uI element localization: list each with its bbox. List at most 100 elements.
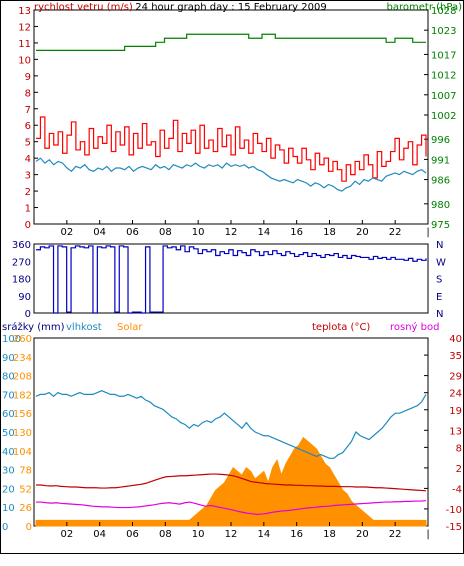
solar-tick-label: 208 [13,372,32,383]
temp-tick-label: 35 [449,351,462,362]
temp-tick-label: -15 [446,522,462,533]
left-tick-label: 0 [25,220,31,231]
series-rychlost-vetru-prumer [35,157,427,192]
dir-tick-label: 0 [25,309,31,320]
x-tick-label: 06 [126,227,139,238]
x-tick-end: | [426,529,429,540]
solar-tick-label: 52 [19,484,32,495]
right-tick-label: 996 [431,135,450,146]
dir-right-tick-label: N [436,309,443,320]
left-tick-label: 5 [25,138,31,149]
x-tick-label: 16 [290,227,303,238]
humidity-tick-label: 70 [2,390,15,401]
solar-tick-label: 182 [13,390,32,401]
dir-right-tick-label: E [436,292,442,303]
right-tick-label: 1017 [431,50,456,61]
x-tick-label: 08 [159,529,172,540]
left-tick-label: 13 [18,6,31,17]
humidity-tick-label: 90 [2,353,15,364]
solar-tick-label: 104 [13,447,32,458]
legend-3: teplota (°C) [312,322,370,333]
solar-area [35,436,427,527]
x-tick-label: 10 [192,529,205,540]
x-tick-label: 12 [225,227,238,238]
humidity-tick-label: 60 [2,409,15,420]
x-tick-label: 14 [257,227,270,238]
left-tick-label: 1 [25,204,31,215]
left-tick-label: 10 [18,55,31,66]
series-teplota [36,473,427,492]
x-tick-label: 10 [192,227,205,238]
x-tick-label: 16 [290,529,303,540]
solar-tick-label: 0 [26,522,32,533]
left-axis-title: rychlost vetru (m/s) [34,2,133,13]
legend-0: srážky (mm) [2,321,65,333]
legend-4: rosný bod [390,321,439,333]
series-vlhkost [35,389,427,459]
temp-tick-label: -4 [452,484,462,495]
dir-tick-label: 180 [12,275,31,286]
x-tick-label: 22 [389,529,402,540]
right-tick-label: 1007 [431,91,456,102]
right-tick-label: 1012 [431,71,456,82]
left-tick-label: 2 [25,187,31,198]
left-tick-label: 7 [25,105,31,116]
x-tick-end: | [426,227,429,238]
right-tick-label: 991 [431,155,450,166]
temp-tick-label: 29 [449,372,462,383]
solar-tick-label: 130 [13,428,32,439]
dir-right-tick-label: N [436,240,443,251]
left-tick-label: 8 [25,88,31,99]
right-tick-label: 986 [431,176,450,187]
temp-tick-label: -10 [446,505,462,516]
left-tick-label: 6 [25,121,31,132]
x-tick-label: 18 [323,529,336,540]
temp-tick-label: 8 [456,443,462,454]
humidity-tick-label: 30 [2,466,15,477]
humidity-tick-label: 80 [2,372,15,383]
x-tick-label: 18 [323,227,336,238]
x-tick-label: 02 [60,529,73,540]
x-tick-label: 14 [257,529,270,540]
series-rychlost-vetru [36,116,427,182]
temp-tick-label: 24 [449,389,462,400]
solar-tick-label: 78 [19,466,32,477]
legend-1: vlhkost [66,322,102,333]
series-smer-vetru [36,245,427,314]
solar-tick-label: 26 [19,503,32,514]
x-tick-label: 20 [356,227,369,238]
humidity-tick-label: 10 [2,503,15,514]
temp-tick-label: 13 [449,426,462,437]
left-tick-label: 12 [18,22,31,33]
temp-tick-label: 2 [456,464,462,475]
humidity-tick-label: 20 [2,484,15,495]
left-tick-label: 11 [18,39,31,50]
x-tick-label: 20 [356,529,369,540]
humidity-tick-label: 50 [2,428,15,439]
right-tick-label: 975 [431,220,450,231]
humidity-tick-label: 100 [2,334,21,345]
right-axis-title: barometr (hPa) [387,2,463,13]
temp-tick-label: 19 [449,406,462,417]
left-tick-label: 9 [25,72,31,83]
right-tick-label: 980 [431,200,450,211]
dir-tick-label: 270 [12,257,31,268]
x-tick-label: 06 [126,529,139,540]
right-tick-label: 1028 [431,6,456,17]
x-tick-label: 02 [60,227,73,238]
dir-right-tick-label: S [436,275,442,286]
series-rosný-bod [36,500,427,515]
panel1-plot [33,9,429,225]
x-tick-label: 04 [93,227,106,238]
solar-tick-label: 260 [13,334,32,345]
x-tick-label: 22 [389,227,402,238]
series-barometr [36,33,426,51]
x-tick-label: 04 [93,529,106,540]
solar-tick-label: 156 [13,409,32,420]
x-tick-label: 12 [225,529,238,540]
x-tick-label: 08 [159,227,172,238]
dir-tick-label: 90 [18,292,31,303]
humidity-tick-label: 40 [2,447,15,458]
chart-title: 24 hour graph day : 15 February 2009 [135,2,326,13]
